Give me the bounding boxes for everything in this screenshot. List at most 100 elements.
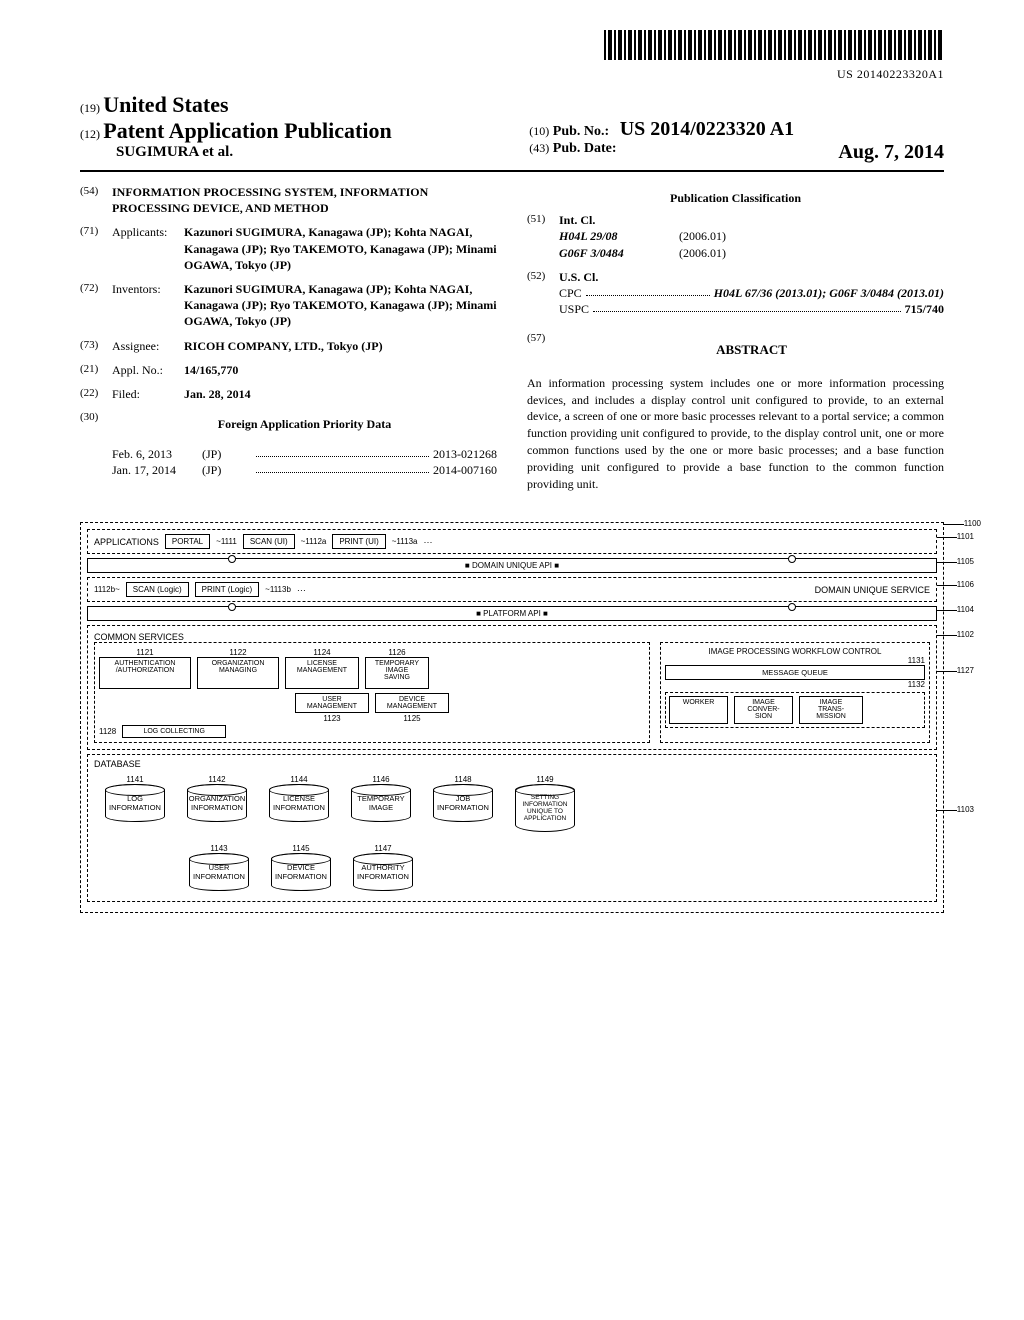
uspc: 715/740 <box>905 301 944 317</box>
priority-date-1: Jan. 17, 2014 <box>112 462 202 478</box>
assignee-code: (73) <box>80 338 112 354</box>
ellipsis: ··· <box>423 537 432 547</box>
priority-heading: Foreign Application Priority Data <box>112 416 497 432</box>
applications-layer: 1101 APPLICATIONS PORTAL ~1111 SCAN (UI)… <box>87 529 937 554</box>
uscl-code: (52) <box>527 269 559 318</box>
country: United States <box>103 92 228 117</box>
pubtype-code: (12) <box>80 127 100 141</box>
worker-box: WORKER <box>669 696 728 724</box>
priority-table: Feb. 6, 2013 (JP) 2013-021268 Jan. 17, 2… <box>112 446 497 478</box>
auth-box: AUTHENTICATION /AUTHORIZATION <box>99 657 191 689</box>
abstract-text: An information processing system include… <box>527 375 944 493</box>
ref-1113b: ~1113b <box>265 585 291 594</box>
cpc-label: CPC <box>559 285 582 301</box>
priority-ctry-1: (JP) <box>202 462 252 478</box>
database-layer: 1103 DATABASE 1141LOG INFORMATION 1142OR… <box>87 754 937 902</box>
ref-1106: 1106 <box>937 580 974 589</box>
auth-info-db: AUTHORITY INFORMATION <box>353 853 413 891</box>
cs-left: 1121AUTHENTICATION /AUTHORIZATION 1122OR… <box>94 642 650 743</box>
applicants-label: Applicants: <box>112 224 184 273</box>
print-ui-box: PRINT (UI) <box>332 534 385 549</box>
intcl-0-ver: (2006.01) <box>679 228 726 244</box>
priority-num-1: 2014-007160 <box>433 462 497 478</box>
cs-right: IMAGE PROCESSING WORKFLOW CONTROL 1131 M… <box>660 642 930 743</box>
inventors-code: (72) <box>80 281 112 330</box>
invention-title: INFORMATION PROCESSING SYSTEM, INFORMATI… <box>112 184 497 216</box>
intcl-0: H04L 29/08 <box>559 229 618 243</box>
org-info-db: ORGANIZATION INFORMATION <box>187 784 247 822</box>
domain-service-label: DOMAIN UNIQUE SERVICE <box>815 585 930 595</box>
country-code: (19) <box>80 101 100 115</box>
workflow-title: IMAGE PROCESSING WORKFLOW CONTROL <box>665 647 925 656</box>
ellipsis-2: ··· <box>297 585 306 595</box>
priority-ctry-0: (JP) <box>202 446 252 462</box>
barcode-area: US 20140223320A1 <box>80 30 944 82</box>
applno-code: (21) <box>80 362 112 378</box>
ref-1111: ~1111 <box>216 537 237 546</box>
log-collecting-box: LOG COLLECTING <box>122 725 226 738</box>
title-code: (54) <box>80 184 112 216</box>
license-info-db: LICENSE INFORMATION <box>269 784 329 822</box>
cpc: H04L 67/36 (2013.01); G06F 3/0484 (2013.… <box>714 286 944 300</box>
tempimg-box: TEMPORARY IMAGE SAVING <box>365 657 429 689</box>
filed: Jan. 28, 2014 <box>184 387 251 401</box>
applno-label: Appl. No.: <box>112 362 184 378</box>
classification-heading: Publication Classification <box>527 190 944 206</box>
header: (19) United States (12) Patent Applicati… <box>80 92 944 172</box>
platform-api-bar: 1104 ■ PLATFORM API ■ <box>87 606 937 621</box>
pubno: US 2014/0223320 A1 <box>620 118 794 140</box>
scan-ui-box: SCAN (UI) <box>243 534 295 549</box>
abstract-code: (57) <box>527 331 559 367</box>
device-mgmt-box: DEVICE MANAGEMENT <box>375 693 449 713</box>
log-info-db: LOG INFORMATION <box>105 784 165 822</box>
pubdate: Aug. 7, 2014 <box>838 141 944 164</box>
job-info-db: JOB INFORMATION <box>433 784 493 822</box>
ref-1103: 1103 <box>937 805 974 814</box>
pubtype: Patent Application Publication <box>103 118 391 143</box>
ref-1100: 1100 <box>944 519 981 528</box>
ref-1101: 1101 <box>937 532 974 541</box>
common-services-label: COMMON SERVICES <box>94 632 930 642</box>
user-mgmt-box: USER MANAGEMENT <box>295 693 369 713</box>
intcl-1: G06F 3/0484 <box>559 246 624 260</box>
common-services-layer: 1102 1127 COMMON SERVICES 1121AUTHENTICA… <box>87 625 937 750</box>
barcode-number: US 20140223320A1 <box>837 67 944 81</box>
author-line: SUGIMURA et al. <box>80 144 512 161</box>
uspc-label: USPC <box>559 301 589 317</box>
priority-date-0: Feb. 6, 2013 <box>112 446 202 462</box>
barcode <box>604 30 944 60</box>
applicants: Kazunori SUGIMURA, Kanagawa (JP); Kohta … <box>184 225 497 271</box>
img-conv-box: IMAGE CONVER-SION <box>734 696 793 724</box>
scan-logic-box: SCAN (Logic) <box>126 582 189 597</box>
ref-1112b: 1112b~ <box>94 585 120 594</box>
ref-1112a: ~1112a <box>301 537 327 546</box>
intcl-label: Int. Cl. <box>559 213 595 227</box>
pubdate-code: (43) <box>529 141 549 155</box>
applications-label: APPLICATIONS <box>94 537 159 547</box>
org-box: ORGANIZATION MANAGING <box>197 657 279 689</box>
left-column: (54) INFORMATION PROCESSING SYSTEM, INFO… <box>80 184 497 492</box>
ref-1113a: ~1113a <box>392 537 418 546</box>
assignee: RICOH COMPANY, LTD., Tokyo (JP) <box>184 339 383 353</box>
applno: 14/165,770 <box>184 363 238 377</box>
right-column: Publication Classification (51) Int. Cl.… <box>527 184 944 492</box>
inventors-label: Inventors: <box>112 281 184 330</box>
domain-service-layer: 1106 1112b~ SCAN (Logic) PRINT (Logic) ~… <box>87 577 937 602</box>
filed-code: (22) <box>80 386 112 402</box>
user-info-db: USER INFORMATION <box>189 853 249 891</box>
ref-1105: 1105 <box>937 557 974 566</box>
device-info-db: DEVICE INFORMATION <box>271 853 331 891</box>
setting-info-db: SETTING INFORMATION UNIQUE TO APPLICATIO… <box>515 784 575 832</box>
img-trans-box: IMAGE TRANS-MISSION <box>799 696 863 724</box>
uscl-label: U.S. Cl. <box>559 270 598 284</box>
print-logic-box: PRINT (Logic) <box>195 582 260 597</box>
intcl-code: (51) <box>527 212 559 261</box>
inventors: Kazunori SUGIMURA, Kanagawa (JP); Kohta … <box>184 282 497 328</box>
license-box: LICENSE MANAGEMENT <box>285 657 359 689</box>
abstract-heading: ABSTRACT <box>559 341 944 359</box>
pubno-label: Pub. No.: <box>553 124 609 139</box>
ref-1104: 1104 <box>937 605 974 614</box>
applicants-code: (71) <box>80 224 112 273</box>
filed-label: Filed: <box>112 386 184 402</box>
pubno-code: (10) <box>529 124 549 138</box>
